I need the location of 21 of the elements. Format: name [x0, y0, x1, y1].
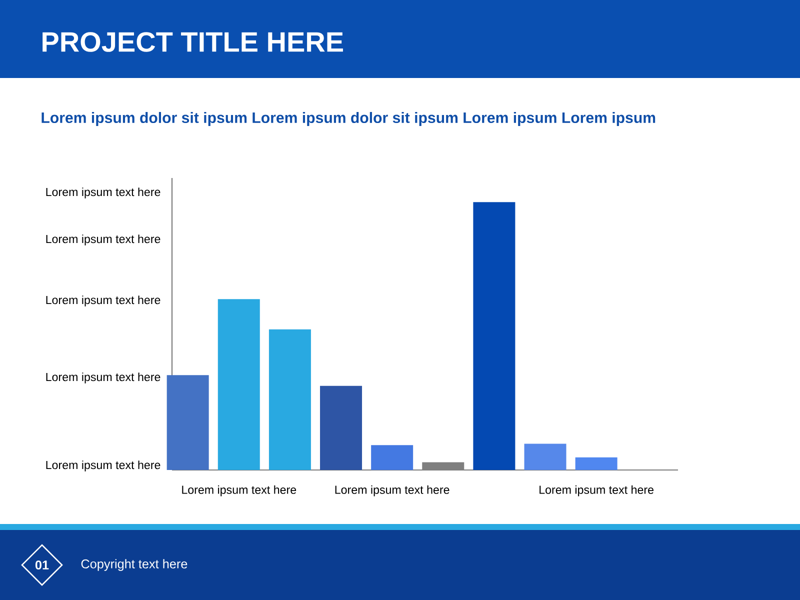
x-tick-label: Lorem ipsum text here — [540, 485, 654, 496]
bar — [218, 299, 260, 470]
bar — [268, 329, 311, 470]
chart-subtitle: Lorem ipsum dolor sit ipsum Lorem ipsum dolor sit ipsum Lorem ipsum Lorem ipsum — [42, 112, 656, 126]
text: Lorem ipsum text here — [46, 296, 160, 306]
text: Lorem ipsum text here — [46, 234, 160, 246]
chart-title: PROJECT TITLE HERE — [42, 32, 343, 52]
bar — [320, 386, 362, 470]
text: Copyright text here — [81, 559, 188, 571]
bar — [422, 462, 464, 470]
bar — [575, 457, 618, 470]
x-tick-label: Lorem ipsum text here — [335, 485, 450, 496]
bar — [524, 444, 566, 470]
bar — [473, 202, 516, 470]
bar — [371, 445, 414, 470]
text: Lorem ipsum text here — [46, 460, 160, 472]
bar — [166, 375, 209, 470]
text: Lorem ipsum text here — [46, 188, 160, 198]
text: 01 — [35, 560, 49, 570]
x-tick-label: Lorem ipsum text here — [182, 485, 296, 496]
text: Lorem ipsum text here — [46, 372, 160, 384]
